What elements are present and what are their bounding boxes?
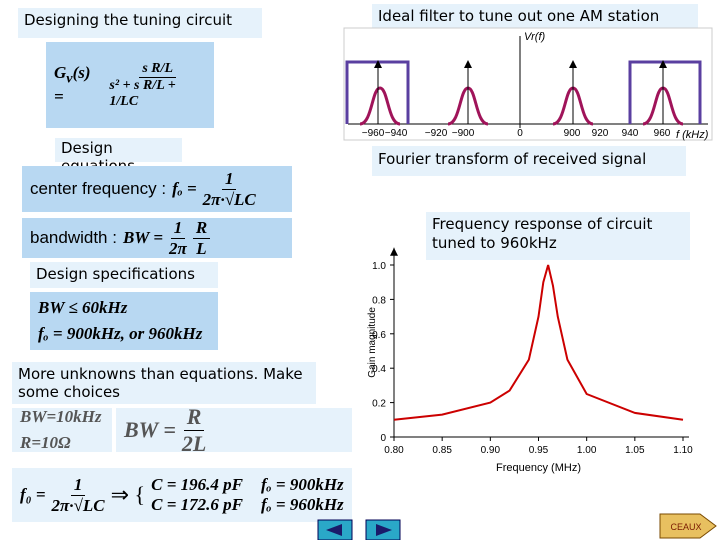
den: 2π·√LC <box>202 189 256 209</box>
num: 1 <box>221 169 237 190</box>
center-eq: center frequency : fₒ = 1 2π·√LC <box>22 166 292 212</box>
sub: v <box>66 70 73 87</box>
x-tick-label: 1.00 <box>577 445 597 456</box>
relation: BW = R 2L <box>116 404 352 456</box>
den: 2π·√LC <box>51 495 105 515</box>
spectrum-frame <box>343 27 713 141</box>
den: s² + s R/L + 1/LC <box>109 77 176 109</box>
heading: More unknowns than equations. Make some … <box>12 362 316 404</box>
spectrum-tick: 0 <box>517 128 523 139</box>
spectrum-arrows <box>377 48 664 124</box>
x-tick-label: 1.05 <box>625 445 645 456</box>
y-tick-label: 0.6 <box>372 330 386 341</box>
num: R <box>183 404 205 431</box>
fraction: 1 2π·√LC <box>52 475 105 516</box>
spec: fₒ = 900kHz, or 960kHz <box>38 324 203 343</box>
label: center frequency : <box>30 179 167 198</box>
spectrum-tick: 900 <box>564 128 581 139</box>
den: 2π <box>169 238 187 258</box>
fraction: 1 2π <box>169 218 187 259</box>
arrow: ⇒ { <box>110 482 146 507</box>
fraction: R 2L <box>182 404 206 457</box>
spectrum-tick: −920 <box>425 128 448 139</box>
g: G <box>54 62 67 82</box>
den: L <box>196 238 207 258</box>
response-curve <box>393 264 684 421</box>
caption: Fourier transform of received signal <box>372 146 686 176</box>
y-axis-arrow <box>390 247 398 256</box>
arrow-heads <box>374 60 667 68</box>
num: s R/L <box>139 61 177 78</box>
y-tick-label: 1.0 <box>372 261 386 272</box>
next-icon <box>376 524 392 536</box>
x-tick-label: 0.80 <box>384 445 404 456</box>
result: f₀ = 1 2π·√LC ⇒ { C = 196.4 pF fₒ = 900kHz… <box>12 468 352 522</box>
logo[interactable] <box>659 513 717 539</box>
spectrum-xlabel: f (kHz) <box>676 129 709 141</box>
x-tick-label: 0.85 <box>432 445 452 456</box>
slide-title: Designing the tuning circuit <box>18 8 262 38</box>
givens: BW=10kHz R=10Ω <box>12 407 112 452</box>
given: R=10Ω <box>20 433 71 452</box>
logo-text: CEAUX <box>670 522 701 532</box>
caption: Frequency response of circuit tuned to 9… <box>426 212 690 260</box>
y-axis-label: Gain magnitude <box>367 307 378 378</box>
spectrum-tick: 940 <box>622 128 639 139</box>
lhs: BW = <box>124 417 176 442</box>
case: fₒ = 960kHz <box>261 495 344 514</box>
spectrum-tick: −900 <box>452 128 475 139</box>
specs: BW ≤ 60kHz fₒ = 900kHz, or 960kHz <box>30 292 218 350</box>
lhs: fₒ = <box>172 179 197 198</box>
lhs: f₀ = <box>20 485 46 504</box>
case: C = 172.6 pF <box>151 495 243 514</box>
x-tick-label: 0.90 <box>481 445 501 456</box>
fraction: 1 2π·√LC <box>203 169 256 210</box>
eq-lhs: Gv(s) = <box>54 63 103 107</box>
num: R <box>192 218 211 239</box>
transfer-function: Gv(s) = s R/L s² + s R/L + 1/LC <box>46 42 214 128</box>
y-tick-label: 0 <box>380 433 386 444</box>
label: bandwidth : <box>30 228 117 247</box>
num: 1 <box>170 218 186 239</box>
den: 2L <box>181 430 207 456</box>
case: C = 196.4 pF <box>151 475 243 494</box>
heading: Design specifications <box>30 262 218 288</box>
num: 1 <box>70 475 86 496</box>
spectrum-ylabel: Vr(f) <box>524 31 546 43</box>
y-tick-label: 0.4 <box>372 364 386 375</box>
fraction: s R/L s² + s R/L + 1/LC <box>109 61 206 110</box>
case: fₒ = 900kHz <box>261 475 344 494</box>
x-axis-label: Frequency (MHz) <box>496 462 581 474</box>
spectrum-tick: −940 <box>385 128 408 139</box>
spectrum-tick: −960 <box>362 128 385 139</box>
spec: BW ≤ 60kHz <box>38 298 128 317</box>
spectrum-tick: 960 <box>654 128 671 139</box>
given: BW=10kHz <box>20 407 102 426</box>
x-tick-label: 0.95 <box>529 445 549 456</box>
x-tick-label: 1.10 <box>673 445 693 456</box>
cases: C = 196.4 pF fₒ = 900kHz C = 172.6 pF fₒ =… <box>151 475 344 515</box>
y-tick-label: 0.2 <box>372 399 386 410</box>
prev-icon <box>326 524 342 536</box>
caption: Ideal filter to tune out one AM station <box>372 4 698 32</box>
spectrum-tick: 920 <box>592 128 609 139</box>
lhs: BW = <box>122 228 164 247</box>
arg: (s) = <box>54 62 91 107</box>
y-tick-label: 0.8 <box>372 295 386 306</box>
